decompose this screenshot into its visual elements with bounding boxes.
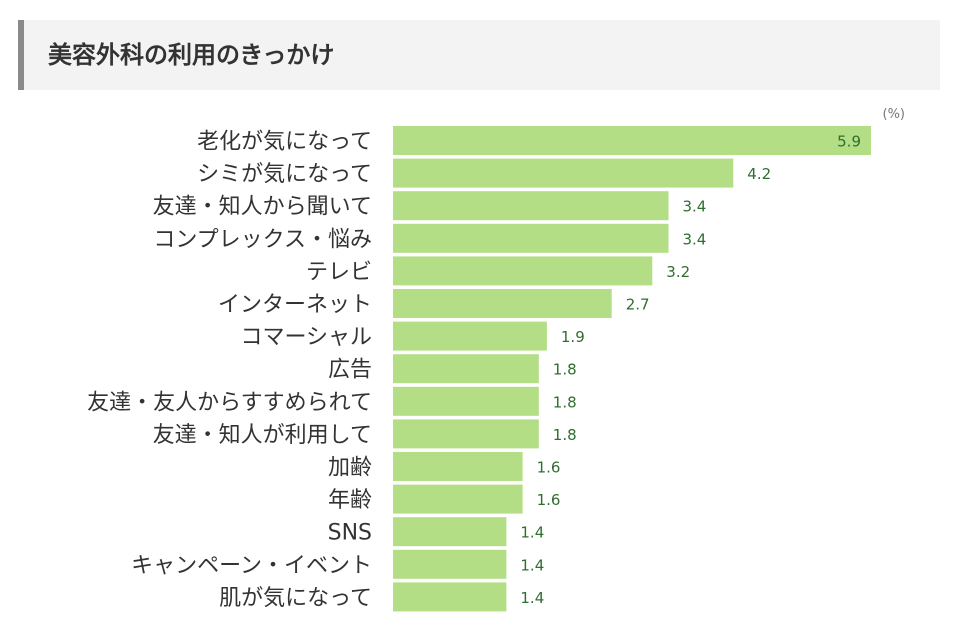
value-label: 3.4 [683, 230, 707, 248]
value-label: 1.8 [553, 426, 577, 444]
category-label: 友達・友人からすすめられて [87, 390, 372, 415]
category-label: コンプレックス・悩み [153, 227, 372, 252]
bar [393, 549, 507, 579]
value-label: 1.6 [537, 459, 561, 477]
category-label: SNS [328, 521, 372, 546]
bar [393, 484, 523, 514]
bar [393, 517, 507, 547]
value-label: 1.8 [553, 393, 577, 411]
bar [393, 158, 734, 188]
unit-label: (%) [883, 107, 906, 122]
value-label: 5.9 [837, 133, 861, 151]
category-label: コマーシャル [240, 325, 372, 350]
value-label: 1.8 [553, 361, 577, 379]
bar [393, 126, 871, 155]
bar [393, 191, 669, 221]
value-label: 1.6 [537, 491, 561, 509]
category-label: 加齢 [328, 456, 372, 481]
value-label: 1.4 [520, 524, 544, 542]
bar [393, 354, 539, 384]
bar [393, 419, 539, 449]
value-label: 2.7 [626, 296, 650, 314]
category-label: 広告 [328, 358, 372, 383]
bar [393, 256, 653, 286]
category-label: 年齢 [328, 488, 372, 513]
value-label: 4.2 [747, 165, 771, 183]
category-label: シミが気になって [197, 162, 372, 187]
value-label: 3.4 [683, 198, 707, 216]
category-label: 肌が気になって [219, 586, 372, 611]
value-label: 1.9 [561, 328, 585, 346]
category-label: 老化が気になって [197, 130, 372, 155]
bar [393, 452, 523, 481]
page-title: 美容外科の利用のきっかけ [48, 41, 335, 69]
value-label: 1.4 [520, 589, 544, 607]
category-label: 友達・知人から聞いて [153, 195, 372, 220]
chart-header: 美容外科の利用のきっかけ [18, 20, 940, 90]
category-label: インターネット [218, 293, 372, 318]
bars-group: 老化が気になって 5.9 シミが気になって 4.2 友達・知人から聞いて 3.4 コンプレッ… [87, 126, 871, 612]
bar [393, 321, 547, 351]
bar [393, 223, 669, 253]
bar [393, 582, 507, 612]
category-label: テレビ [306, 260, 372, 285]
bar [393, 289, 612, 318]
value-label: 3.2 [666, 263, 690, 281]
bar [393, 386, 539, 416]
category-label: キャンペーン・イベント [131, 553, 372, 578]
value-label: 1.4 [520, 556, 544, 574]
category-label: 友達・知人が利用して [153, 423, 372, 448]
